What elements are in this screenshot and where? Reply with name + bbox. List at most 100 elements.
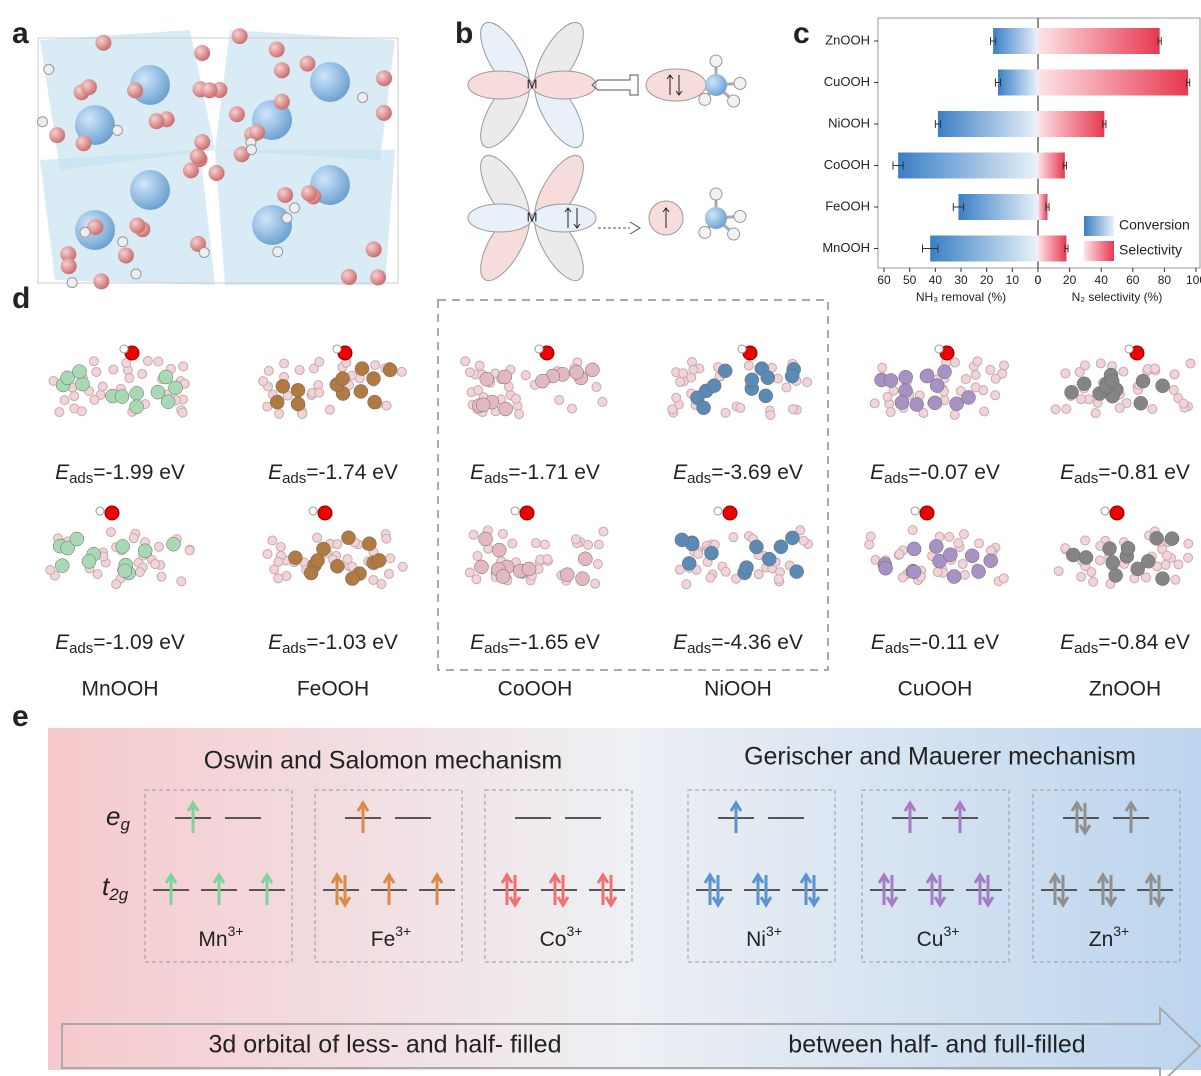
hydrogen-atom [112, 125, 122, 135]
atom [90, 395, 99, 404]
atom [729, 533, 738, 542]
panel-label: c [793, 17, 810, 50]
category-label: FeOOH [825, 198, 870, 213]
subscript: ads [282, 470, 306, 487]
bar [1038, 28, 1160, 54]
oxygen-atom [274, 62, 290, 78]
metal-atom [910, 397, 924, 411]
atom [1115, 403, 1124, 412]
atom [999, 574, 1008, 583]
material-name: CuOOH [898, 678, 973, 701]
symbol: E [1060, 461, 1075, 484]
value: =-0.81 eV [1098, 461, 1190, 484]
value: =-0.84 eV [1098, 631, 1190, 654]
metal-atom [291, 397, 305, 411]
metal-atom [759, 389, 773, 403]
atom [1095, 556, 1104, 565]
metal-atom [972, 565, 986, 579]
x-tick-label: 20 [980, 273, 994, 287]
metal-atom [72, 365, 86, 379]
atom [895, 550, 904, 559]
metal-atom [476, 398, 490, 412]
h-atom [710, 55, 722, 67]
metal-atom [938, 365, 952, 379]
metal-atom [1165, 532, 1179, 546]
metal-atom [1156, 379, 1170, 393]
metal-atom [895, 396, 909, 410]
atom [508, 539, 517, 548]
subscript: g [120, 815, 130, 834]
metal-atom [130, 386, 144, 400]
atom [1000, 361, 1009, 370]
oxygen-atom [920, 506, 934, 520]
atom [933, 567, 942, 576]
atom [1184, 553, 1193, 562]
panel-e-background [48, 728, 1201, 1070]
subscript: ads [484, 640, 508, 657]
atom [1061, 369, 1070, 378]
metal-atom [130, 400, 144, 414]
hydrogen-atom [309, 507, 317, 515]
metal-atom [311, 553, 325, 567]
atom [333, 540, 342, 549]
metal-atom [276, 379, 290, 393]
hydrogen-atom [273, 247, 283, 257]
atom [883, 392, 892, 401]
adsorption-energy: Eads=-3.69 eV [673, 461, 803, 487]
hydrogen-atom [80, 227, 90, 237]
crystal-structure [38, 28, 398, 289]
metal-atom [138, 544, 152, 558]
metal-atom [570, 365, 584, 379]
x-tick-label: 40 [929, 273, 943, 287]
metal-atom [1065, 385, 1079, 399]
adsorption-energy: Eads=-0.84 eV [1060, 631, 1190, 657]
x-tick-label: 10 [1006, 273, 1020, 287]
hydrogen-atom [67, 278, 77, 288]
atom [979, 386, 988, 395]
atom [1081, 361, 1090, 370]
atom [469, 530, 478, 539]
orbital-diagram: M M [468, 15, 706, 287]
atom [1169, 385, 1178, 394]
atom [945, 532, 954, 541]
symbol: E [470, 631, 485, 654]
metal-atom [1141, 554, 1155, 568]
bar [958, 194, 1038, 220]
atom [138, 369, 147, 378]
x-tick-label: 40 [1095, 273, 1109, 287]
metal-atom [740, 561, 754, 575]
metal-atom [879, 561, 893, 575]
oxygen-atom [269, 42, 285, 58]
oxygen-atom [520, 506, 534, 520]
atom [474, 386, 483, 395]
atom [1186, 359, 1195, 368]
adsorption-energy: Eads=-0.11 eV [871, 631, 999, 657]
atom [125, 374, 134, 383]
atom [687, 373, 696, 382]
atom [568, 404, 577, 413]
metal-atom [749, 540, 763, 554]
metal-atom [1066, 548, 1080, 562]
atom [782, 383, 791, 392]
x-tick-label: 20 [1063, 273, 1077, 287]
atom [263, 550, 272, 559]
atom [135, 568, 144, 577]
value: =-0.07 eV [908, 461, 1000, 484]
subscript: ads [69, 470, 93, 487]
atom [599, 527, 608, 536]
metal-atom [576, 572, 590, 586]
atom [543, 555, 552, 564]
metal-atom [1079, 550, 1093, 564]
subscript: ads [282, 640, 306, 657]
atom [461, 357, 470, 366]
metal-atom [75, 377, 89, 391]
atom [1184, 539, 1193, 548]
metal-label: M [527, 209, 538, 224]
atom [721, 567, 730, 576]
hydrogen-atom [1125, 345, 1133, 353]
oxygen-atom [95, 35, 111, 51]
atom [46, 566, 55, 575]
atom [954, 539, 963, 548]
atom [898, 573, 907, 582]
atom [264, 366, 273, 375]
